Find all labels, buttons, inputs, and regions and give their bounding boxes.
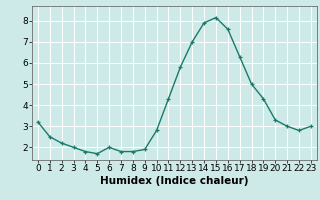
X-axis label: Humidex (Indice chaleur): Humidex (Indice chaleur) <box>100 176 249 186</box>
